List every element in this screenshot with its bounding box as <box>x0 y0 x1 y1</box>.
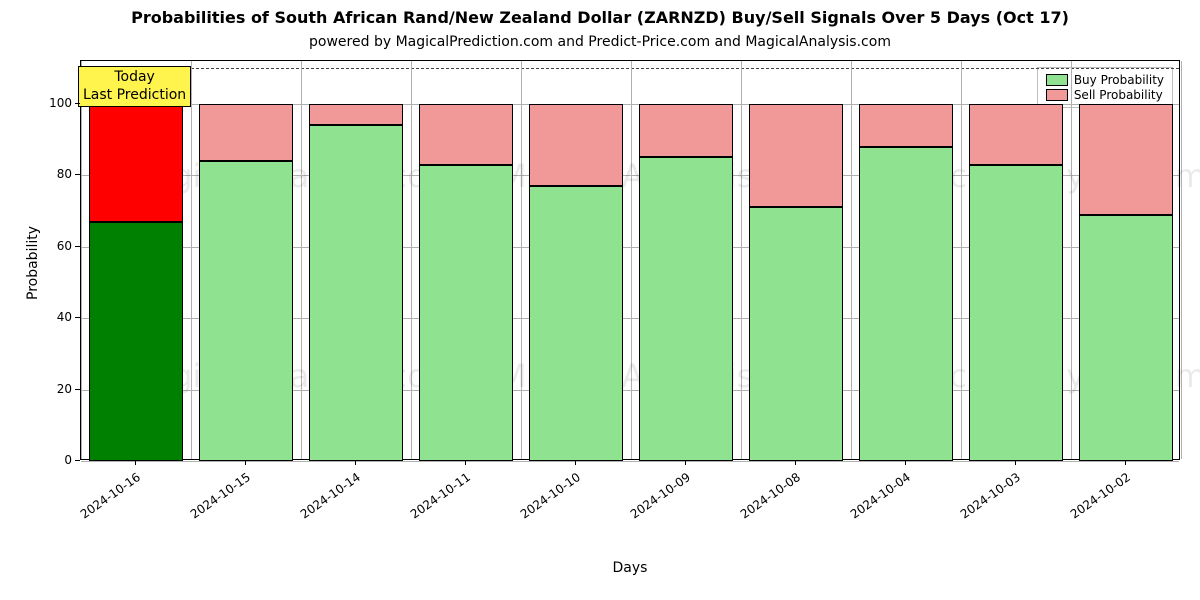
bar-buy <box>529 186 624 461</box>
vgridline <box>741 61 742 459</box>
reference-line <box>81 68 1179 69</box>
x-tick-label: 2024-10-15 <box>179 470 253 527</box>
x-tick-mark <box>575 460 576 465</box>
x-tick-label: 2024-10-04 <box>839 470 913 527</box>
vgridline <box>411 61 412 459</box>
legend-label: Buy Probability <box>1074 73 1164 87</box>
legend-swatch <box>1046 74 1068 86</box>
y-tick-label: 20 <box>32 382 72 396</box>
y-tick-label: 0 <box>32 453 72 467</box>
legend-swatch <box>1046 89 1068 101</box>
vgridline <box>1071 61 1072 459</box>
vgridline <box>1181 61 1182 459</box>
bar-sell <box>639 104 734 158</box>
bar-buy <box>199 161 294 461</box>
x-tick-mark <box>245 460 246 465</box>
bar-buy <box>859 147 954 461</box>
x-tick-label: 2024-10-14 <box>289 470 363 527</box>
bar-sell <box>89 104 184 222</box>
y-axis-label: Probability <box>25 226 41 300</box>
bar-sell <box>309 104 404 125</box>
bar-buy <box>749 207 844 461</box>
y-tick-label: 60 <box>32 239 72 253</box>
chart-subtitle: powered by MagicalPrediction.com and Pre… <box>0 34 1200 50</box>
vgridline <box>301 61 302 459</box>
vgridline <box>961 61 962 459</box>
x-tick-mark <box>465 460 466 465</box>
x-tick-mark <box>795 460 796 465</box>
chart-figure: Probabilities of South African Rand/New … <box>0 0 1200 600</box>
bar-buy <box>309 125 404 461</box>
x-tick-label: 2024-10-10 <box>509 470 583 527</box>
bar-buy <box>419 165 514 461</box>
bar-sell <box>749 104 844 208</box>
x-tick-label: 2024-10-16 <box>69 470 143 527</box>
bar-buy <box>639 157 734 461</box>
x-tick-label: 2024-10-03 <box>949 470 1023 527</box>
y-tick-label: 100 <box>32 96 72 110</box>
bar-sell <box>199 104 294 161</box>
y-tick-mark <box>75 460 80 461</box>
bar-buy <box>969 165 1064 461</box>
bar-sell <box>419 104 514 165</box>
vgridline <box>81 61 82 459</box>
x-axis-label: Days <box>80 560 1180 576</box>
bar-sell <box>1079 104 1174 215</box>
x-tick-mark <box>1125 460 1126 465</box>
vgridline <box>631 61 632 459</box>
legend-item: Sell Probability <box>1046 88 1164 102</box>
vgridline <box>191 61 192 459</box>
x-tick-mark <box>685 460 686 465</box>
bar-sell <box>969 104 1064 165</box>
chart-title: Probabilities of South African Rand/New … <box>0 8 1200 27</box>
y-tick-mark <box>75 317 80 318</box>
bar-sell <box>529 104 624 186</box>
y-tick-label: 80 <box>32 167 72 181</box>
y-tick-mark <box>75 174 80 175</box>
y-tick-label: 40 <box>32 310 72 324</box>
x-tick-mark <box>135 460 136 465</box>
y-tick-mark <box>75 103 80 104</box>
vgridline <box>851 61 852 459</box>
plot-area: Buy ProbabilitySell Probability MagicalA… <box>80 60 1180 460</box>
vgridline <box>521 61 522 459</box>
y-tick-mark <box>75 389 80 390</box>
bar-sell <box>859 104 954 147</box>
today-annotation: TodayLast Prediction <box>78 66 191 107</box>
legend-item: Buy Probability <box>1046 73 1164 87</box>
legend: Buy ProbabilitySell Probability <box>1037 67 1173 108</box>
x-tick-label: 2024-10-11 <box>399 470 473 527</box>
x-tick-mark <box>1015 460 1016 465</box>
legend-label: Sell Probability <box>1074 88 1163 102</box>
x-tick-mark <box>355 460 356 465</box>
bar-buy <box>1079 215 1174 461</box>
y-tick-mark <box>75 246 80 247</box>
x-tick-label: 2024-10-08 <box>729 470 803 527</box>
x-tick-mark <box>905 460 906 465</box>
x-tick-label: 2024-10-09 <box>619 470 693 527</box>
x-tick-label: 2024-10-02 <box>1059 470 1133 527</box>
bar-buy <box>89 222 184 461</box>
